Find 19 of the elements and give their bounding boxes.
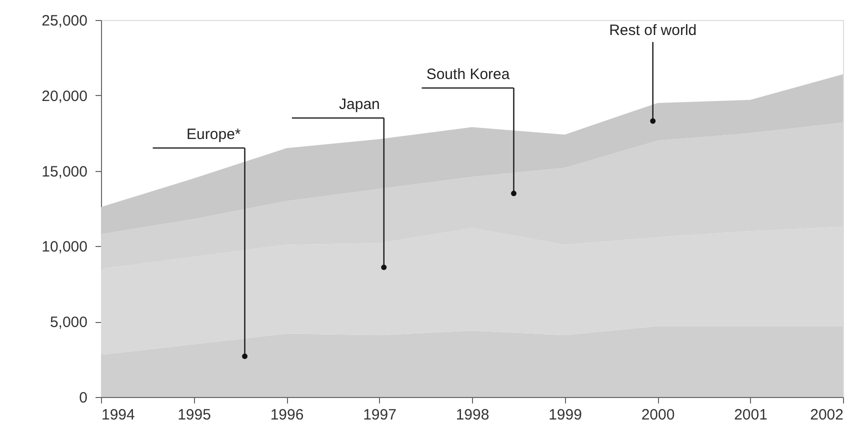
y-tick-label: 10,000	[42, 238, 88, 256]
x-tick-label: 1995	[178, 406, 211, 424]
x-tick-label: 1997	[363, 406, 396, 424]
y-tick-label: 20,000	[42, 88, 88, 105]
x-tick-label: 1999	[548, 406, 582, 424]
x-tick-label: 1996	[270, 406, 304, 424]
x-tick-label: 2002	[810, 406, 844, 424]
annotation: South Korea	[426, 66, 510, 83]
y-tick-label: 25,000	[42, 12, 88, 30]
x-tick-label: 1994	[102, 406, 135, 424]
y-tick-label: 0	[79, 390, 88, 406]
x-tick-label: 2000	[641, 406, 675, 424]
y-tick-label: 15,000	[42, 163, 88, 180]
x-tick-label: 1998	[456, 406, 490, 424]
annotation: Europe*	[186, 126, 241, 143]
annotation: Rest of world	[609, 22, 697, 39]
y-tick-label: 5,000	[50, 314, 88, 332]
annotation: Japan	[339, 96, 380, 113]
x-tick-label: 2001	[734, 406, 768, 424]
